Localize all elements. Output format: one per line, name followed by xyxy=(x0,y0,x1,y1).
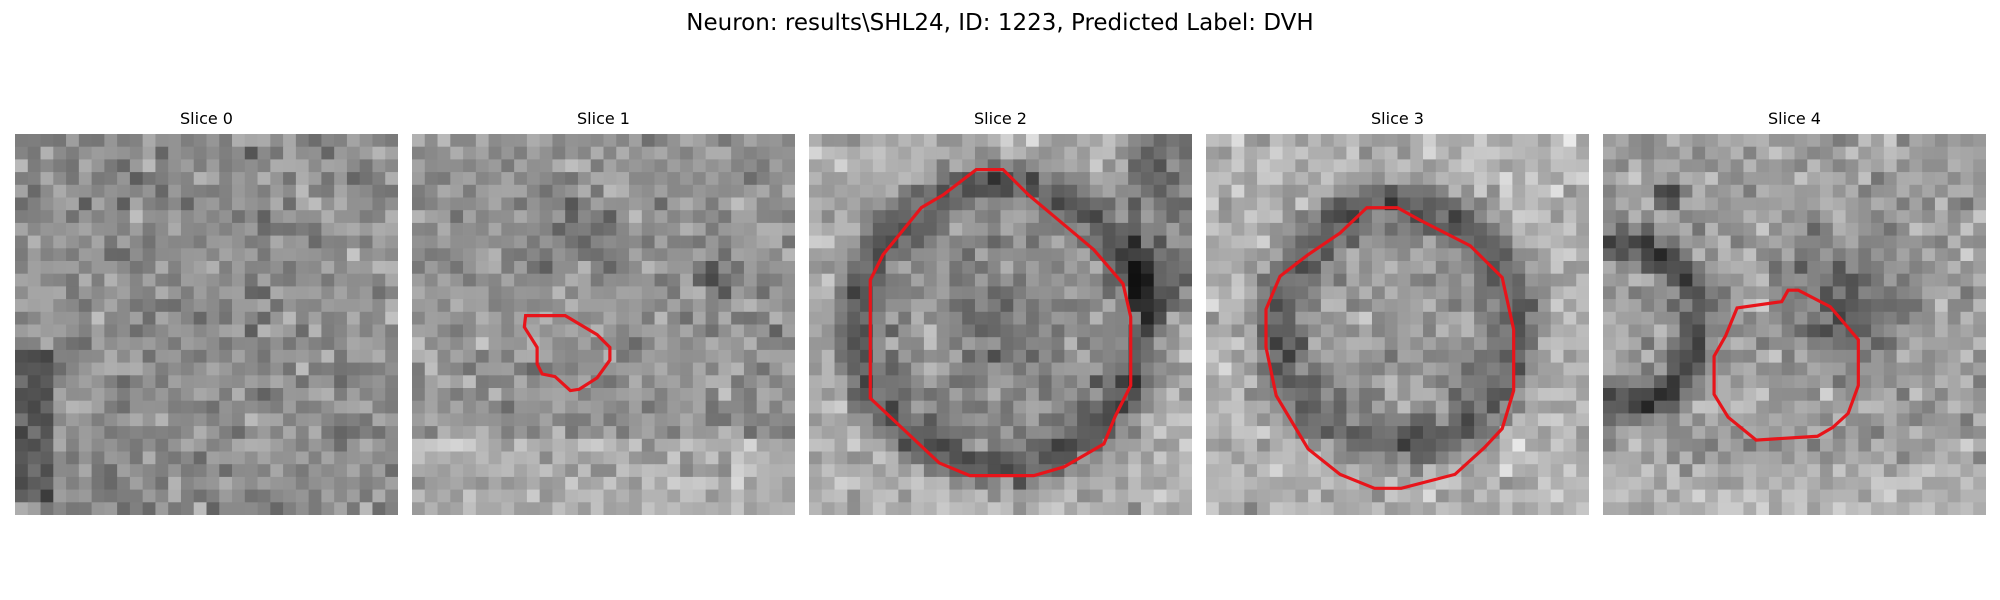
slice-title: Slice 2 xyxy=(974,109,1027,128)
cell-contour xyxy=(1712,288,1860,442)
cell-contour xyxy=(1264,206,1516,490)
slice-image xyxy=(15,134,398,515)
slice-title: Slice 3 xyxy=(1371,109,1424,128)
slice-panel-2: Slice 2 xyxy=(809,107,1192,515)
slice-image xyxy=(412,134,795,515)
slice-title: Slice 0 xyxy=(180,109,233,128)
slice-title: Slice 4 xyxy=(1768,109,1821,128)
slice-image xyxy=(809,134,1192,515)
slice-panel-4: Slice 4 xyxy=(1603,107,1986,515)
cell-contour xyxy=(868,167,1133,478)
cell-contour xyxy=(522,314,612,393)
figure-title: Neuron: results\SHL24, ID: 1223, Predict… xyxy=(686,10,1314,36)
slice-panel-3: Slice 3 xyxy=(1206,107,1589,515)
slice-title: Slice 1 xyxy=(577,109,630,128)
slice-image xyxy=(1206,134,1589,515)
slice-panel-1: Slice 1 xyxy=(412,107,795,515)
slice-image xyxy=(1603,134,1986,515)
slice-panel-0: Slice 0 xyxy=(15,107,398,515)
